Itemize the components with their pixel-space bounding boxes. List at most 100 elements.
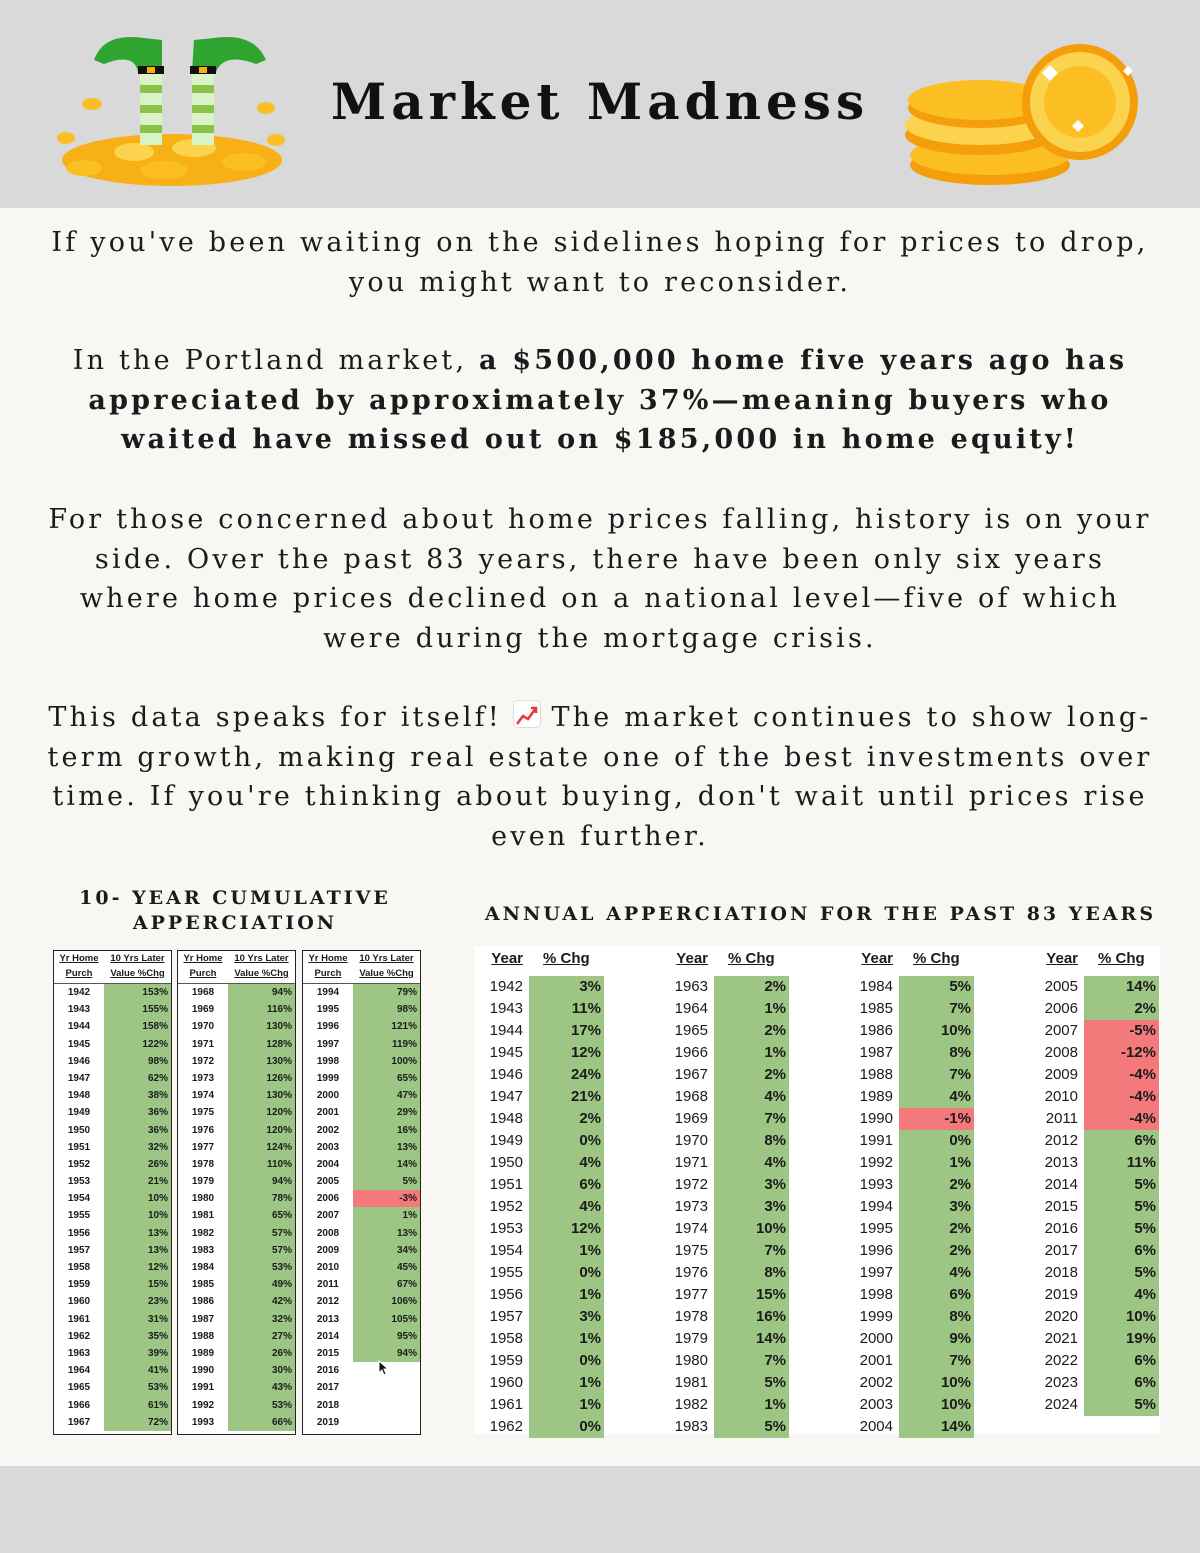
table-row: 1950 4% — [475, 1152, 635, 1174]
header-year: Yr Home Purch — [59, 953, 99, 979]
row-year: 2015 — [316, 1347, 340, 1359]
row-year: 1995 — [859, 1220, 893, 1237]
row-year: 1967 — [674, 1066, 708, 1083]
annual-column-1: Year% Chg 1942 3% 1943 11% 1944 17% 1945 12% 1946… — [475, 946, 635, 1438]
table-row: 2006 2% — [1030, 998, 1190, 1020]
table-row: 2020 10% — [1030, 1306, 1190, 1328]
row-year: 1956 — [67, 1227, 91, 1239]
table-row: 1989 4% — [845, 1086, 1005, 1108]
row-value: 8% — [714, 1130, 789, 1152]
table-row: 1984 53% — [178, 1259, 295, 1277]
annual-table: Year% Chg 1942 3% 1943 11% 1944 17% 1945 12% 1946… — [475, 946, 1160, 1438]
table-row: 1969 116% — [178, 1001, 295, 1019]
table-row: 1945 12% — [475, 1042, 635, 1064]
table-row: 2011 -4% — [1030, 1108, 1190, 1130]
table-row: 1951 32% — [54, 1138, 171, 1156]
row-year: 1983 — [191, 1244, 215, 1256]
table-row: 2008 -12% — [1030, 1042, 1190, 1064]
row-value: 110% — [228, 1155, 295, 1174]
table-row: 1985 7% — [845, 998, 1005, 1020]
row-value: 5% — [1084, 1394, 1159, 1416]
row-value: 6% — [1084, 1240, 1159, 1262]
row-value: 53% — [228, 1259, 295, 1277]
table-row: 2000 47% — [303, 1087, 420, 1105]
row-year: 1969 — [674, 1110, 708, 1127]
row-year: 1947 — [67, 1072, 91, 1084]
table-row: 1986 42% — [178, 1293, 295, 1311]
row-year: 1962 — [489, 1418, 523, 1435]
row-year: 1977 — [191, 1141, 215, 1153]
row-value: 29% — [353, 1104, 420, 1122]
row-value: 72% — [104, 1413, 171, 1431]
table-row: 2024 5% — [1030, 1394, 1190, 1416]
intro-line-1: If you've been waiting on the sidelines … — [51, 227, 1149, 258]
table-header: Year % Chg — [845, 946, 1005, 976]
table-row: 1943 155% — [54, 1001, 171, 1019]
row-value: 7% — [899, 1350, 974, 1372]
row-year: 1944 — [489, 1022, 523, 1039]
header-year: Yr Home Purch — [183, 953, 223, 979]
table-row: 1975 120% — [178, 1104, 295, 1122]
row-year: 2017 — [316, 1382, 340, 1394]
row-year: 1989 — [859, 1088, 893, 1105]
row-year: 1975 — [674, 1242, 708, 1259]
table-row: 2019 4% — [1030, 1284, 1190, 1306]
row-year: 2013 — [1044, 1154, 1078, 1171]
table-row: 1988 27% — [178, 1327, 295, 1345]
row-value: 124% — [228, 1138, 295, 1156]
row-year: 1962 — [67, 1330, 91, 1342]
row-year: 2017 — [1044, 1242, 1078, 1259]
row-year: 1976 — [674, 1264, 708, 1281]
row-value: 95% — [353, 1327, 420, 1345]
row-value: 8% — [899, 1042, 974, 1064]
row-value: 10% — [104, 1190, 171, 1208]
table-row: 2017 — [303, 1379, 420, 1396]
row-year: 1946 — [67, 1055, 91, 1067]
row-year: 1968 — [674, 1088, 708, 1105]
table-row: 1976 8% — [660, 1262, 820, 1284]
row-year: 1953 — [67, 1176, 91, 1188]
table-row: 1987 8% — [845, 1042, 1005, 1064]
annual-column-2: Year% Chg 1963 2% 1964 1% 1965 2% 1966 1% 1967 2% 1… — [660, 946, 820, 1438]
row-value: 5% — [1084, 1196, 1159, 1218]
table-row: 1972 130% — [178, 1052, 295, 1070]
row-year: 1942 — [67, 987, 91, 998]
row-value: 26% — [104, 1155, 171, 1174]
header-year: Yr Home Purch — [308, 953, 348, 979]
table-row: 1958 12% — [54, 1259, 171, 1277]
table-row: 1973 3% — [660, 1196, 820, 1218]
row-year: 1991 — [191, 1382, 215, 1394]
table-row: 1991 43% — [178, 1379, 295, 1397]
table-row: 1975 7% — [660, 1240, 820, 1262]
row-year: 1999 — [859, 1308, 893, 1325]
row-value: 6% — [1084, 1350, 1159, 1372]
row-value: 8% — [714, 1262, 789, 1284]
row-year: 1943 — [489, 1000, 523, 1017]
table-row: 1954 1% — [475, 1240, 635, 1262]
table-header: Year % Chg — [660, 946, 820, 976]
row-year: 1963 — [67, 1347, 91, 1359]
row-year: 1972 — [674, 1176, 708, 1193]
row-value: 10% — [899, 1394, 974, 1416]
row-year: 2009 — [1044, 1066, 1078, 1083]
row-year: 1998 — [316, 1055, 340, 1067]
row-year: 1982 — [191, 1227, 215, 1239]
row-value: 1% — [714, 998, 789, 1020]
row-value: 6% — [1084, 1130, 1159, 1152]
table-row: 2004 14% — [303, 1155, 420, 1174]
cumulative-table-2: Yr Home Purch 10 Yrs Later Value %Chg 1968… — [177, 950, 296, 1435]
row-value: 16% — [353, 1121, 420, 1139]
row-value — [353, 1397, 420, 1414]
row-year: 1954 — [67, 1193, 91, 1205]
row-value: 13% — [353, 1224, 420, 1242]
row-value: 98% — [104, 1052, 171, 1070]
cumulative-title-line-2: APPERCIATION — [132, 912, 338, 934]
table-row: 1964 1% — [660, 998, 820, 1020]
table-row: 1962 35% — [54, 1327, 171, 1345]
row-year: 2001 — [859, 1352, 893, 1369]
closing-paragraph: This data speaks for itself! The market … — [40, 698, 1160, 856]
row-year: 1993 — [191, 1416, 215, 1428]
row-value: 10% — [714, 1218, 789, 1240]
row-value: 7% — [714, 1240, 789, 1262]
table-row: 2001 29% — [303, 1104, 420, 1122]
